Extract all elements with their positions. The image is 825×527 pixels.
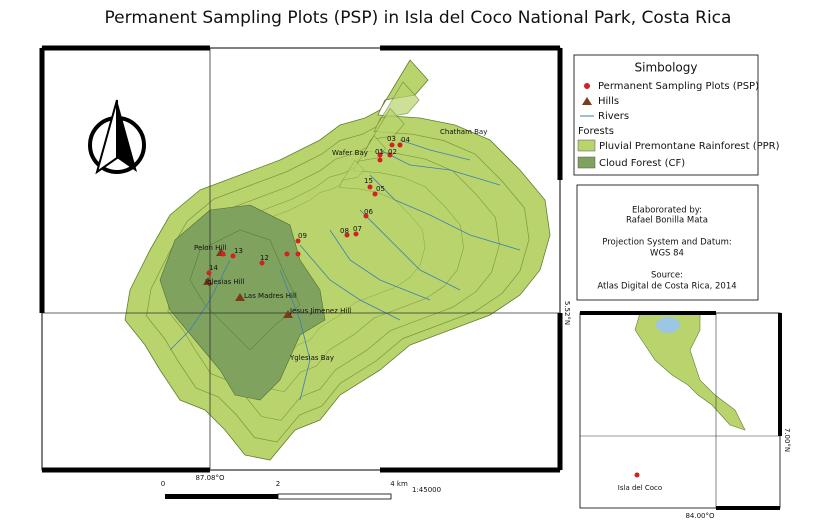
scale-bar: 0 2 4 km 1:45000: [161, 480, 441, 500]
scale-ratio: 1:45000: [412, 486, 441, 494]
cloud-forest: [159, 204, 326, 401]
legend-item: Permanent Sampling Plots (PSP): [598, 81, 759, 92]
plot-label: 04: [401, 136, 410, 144]
place-label: Iglesias Hill: [205, 278, 245, 286]
inset-map: Isla del Coco: [579, 311, 782, 510]
plot-label: 13: [234, 247, 243, 255]
legend-title: Simbology: [635, 61, 698, 75]
plot-labels: 03 04 01 02 15 05 06 07 08 09 13 12 14: [209, 135, 410, 272]
scale-label: 2: [276, 480, 280, 488]
credit-line: WGS 84: [650, 249, 684, 259]
coordinate-label: 87.08°O: [195, 474, 225, 482]
credits: Elabororated by: Rafael Bonilla Mata Pro…: [576, 184, 759, 301]
legend-item: Cloud Forest (CF): [599, 158, 685, 169]
rivers: [169, 139, 521, 401]
legend-item: Hills: [598, 96, 619, 107]
plot-label: 09: [298, 232, 307, 240]
credit-line: Elabororated by:: [632, 206, 702, 216]
legend: Simbology Permanent Sampling Plots (PSP)…: [573, 54, 780, 176]
plot-label: 08: [340, 227, 349, 235]
credit-line: Source:: [651, 271, 683, 281]
place-label: Yglesias Bay: [289, 354, 334, 362]
place-label: Las Madres Hill: [244, 292, 297, 300]
credit-line: Projection System and Datum:: [602, 238, 731, 248]
inset-label: Isla del Coco: [618, 484, 662, 492]
coordinate-label: 7.00°N: [783, 428, 791, 452]
credit-line: Atlas Digital de Costa Rica, 2014: [597, 282, 736, 292]
coordinate-label: 84.00°O: [685, 512, 715, 520]
plot-label: 15: [364, 177, 373, 185]
place-labels: Chatham Bay Wafer Bay Pelon Hill Iglesia…: [194, 128, 487, 362]
frame-ticks: [39, 45, 563, 473]
legend-item: Pluvial Premontane Rainforest (PPR): [599, 141, 780, 152]
scale-label: 4 km: [390, 480, 408, 488]
scale-label: 0: [161, 480, 165, 488]
plot-label: 07: [353, 225, 362, 233]
place-label: Jesus Jimenez Hill: [289, 307, 351, 315]
credit-line: Rafael Bonilla Mata: [626, 216, 708, 226]
plot-label: 14: [209, 264, 218, 272]
plot-label: 02: [388, 148, 397, 156]
legend-group: Forests: [578, 126, 614, 137]
plot-label: 06: [364, 208, 373, 216]
place-label: Chatham Bay: [440, 128, 487, 136]
plot-label: 03: [387, 135, 396, 143]
contour: [189, 229, 301, 351]
plot-label: 12: [260, 254, 269, 262]
north-arrow: [88, 99, 146, 175]
map-title: Permanent Sampling Plots (PSP) in Isla d…: [105, 8, 732, 28]
legend-item: Rivers: [598, 111, 629, 122]
main-map: 03 04 01 02 15 05 06 07 08 09 13 12 14 C…: [39, 45, 563, 473]
plot-label: 05: [376, 185, 385, 193]
plot-label: 01: [375, 148, 384, 156]
place-label: Pelon Hill: [194, 244, 226, 252]
sampling-plots: [206, 142, 403, 276]
coordinate-label: 5.52°N: [563, 301, 571, 325]
place-label: Wafer Bay: [332, 149, 368, 157]
